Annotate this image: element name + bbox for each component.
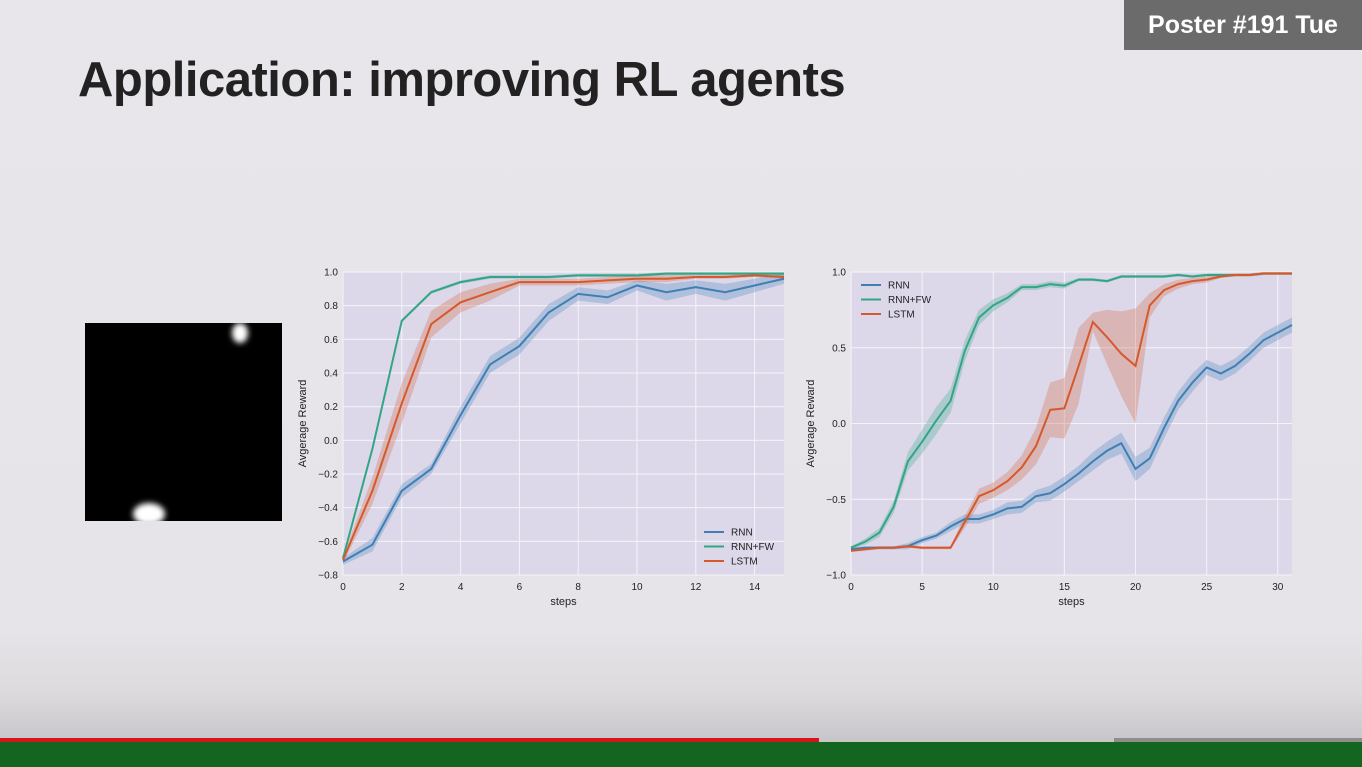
line-rnn — [342, 277, 785, 563]
x-tick-label: 8 — [575, 582, 581, 593]
x-tick-label: 20 — [1130, 582, 1142, 593]
plot-area — [343, 272, 784, 575]
x-tick-label: 10 — [988, 582, 1000, 593]
y-tick-label: −0.4 — [318, 503, 338, 514]
band-rnn-fw — [851, 272, 1292, 550]
y-axis-label: Avgerage Reward — [805, 380, 817, 468]
observation-blob-top — [232, 323, 248, 343]
chart-svg: 0 5 10 15 20 25 30 −1.0 −0.5 0.0 0.5 1.0 steps Avgera… — [805, 268, 1293, 608]
video-progress-bar[interactable] — [0, 738, 1362, 742]
x-tick-label: 12 — [690, 582, 702, 593]
legend-label: RNN — [731, 528, 753, 539]
environment-observation-image — [85, 323, 282, 521]
y-tick-label: 1.0 — [832, 268, 846, 279]
x-tick-label: 14 — [749, 582, 761, 593]
poster-badge: Poster #191 Tue — [1124, 0, 1362, 50]
x-tick-label: 0 — [848, 582, 854, 593]
legend-label: RNN+FW — [888, 295, 932, 306]
reward-chart-right: 0 5 10 15 20 25 30 −1.0 −0.5 0.0 0.5 1.0 steps Avgera… — [800, 260, 1300, 612]
y-tick-label: 0.8 — [324, 301, 338, 312]
x-tick-label: 10 — [631, 582, 643, 593]
progress-buffered — [818, 738, 1115, 742]
slide: Poster #191 Tue Application: improving R… — [0, 0, 1362, 738]
y-tick-label: −0.5 — [826, 495, 846, 506]
x-tick-label: 15 — [1059, 582, 1071, 593]
line-rnn-fw — [850, 272, 1292, 549]
reward-chart-left: 0 2 4 6 8 10 12 14 −0.8 −0.6 −0.4 −0.2 0.0 0.2 0.4 0.6 0… — [292, 260, 792, 612]
y-tick-label: −1.0 — [826, 571, 846, 582]
chart-svg: 0 2 4 6 8 10 12 14 −0.8 −0.6 −0.4 −0.2 0.0 0.2 0.4 0.6 0… — [297, 268, 785, 608]
x-tick-label: 2 — [399, 582, 405, 593]
y-tick-label: 0.4 — [324, 369, 338, 380]
x-axis-label: steps — [550, 596, 577, 608]
slide-title: Application: improving RL agents — [78, 53, 846, 107]
progress-played — [0, 738, 819, 742]
x-tick-label: 25 — [1201, 582, 1213, 593]
line-rnn-fw — [342, 272, 784, 559]
line-lstm — [342, 274, 785, 561]
observation-blob-bottom — [133, 503, 165, 521]
y-tick-label: 0.0 — [324, 436, 338, 447]
y-tick-label: 0.5 — [832, 343, 846, 354]
legend-label: RNN — [888, 281, 910, 292]
x-tick-label: 30 — [1272, 582, 1284, 593]
x-axis-label: steps — [1058, 596, 1085, 608]
y-tick-label: 0.6 — [324, 335, 338, 346]
legend-label: RNN+FW — [731, 542, 775, 553]
player-bottom-bar — [0, 742, 1362, 767]
x-tick-label: 6 — [517, 582, 523, 593]
y-tick-label: −0.8 — [318, 571, 338, 582]
y-tick-label: −0.2 — [318, 470, 338, 481]
y-tick-label: 0.2 — [324, 402, 338, 413]
y-tick-label: 1.0 — [324, 268, 338, 279]
x-tick-label: 4 — [458, 582, 464, 593]
y-tick-label: 0.0 — [832, 419, 846, 430]
line-rnn — [850, 324, 1293, 551]
line-lstm — [850, 272, 1292, 552]
y-axis-label: Avgerage Reward — [297, 380, 309, 468]
x-tick-label: 5 — [919, 582, 925, 593]
x-tick-label: 0 — [340, 582, 346, 593]
legend-label: LSTM — [731, 557, 758, 568]
legend-label: LSTM — [888, 310, 915, 321]
y-tick-label: −0.6 — [318, 537, 338, 548]
legend: RNN RNN+FW LSTM — [861, 281, 932, 321]
band-lstm — [851, 272, 1292, 553]
legend: RNN RNN+FW LSTM — [704, 528, 775, 568]
